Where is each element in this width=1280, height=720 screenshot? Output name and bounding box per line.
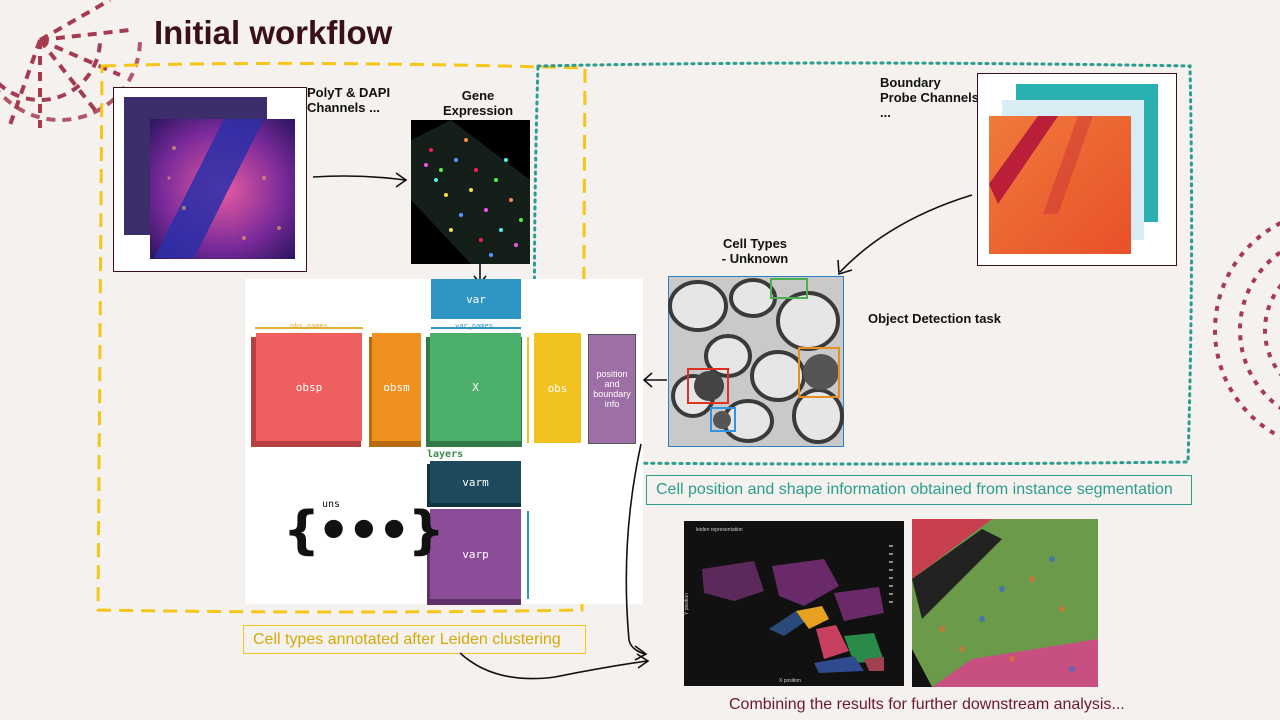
boundary-probe-image-frame [977, 73, 1177, 266]
leiden-plot-title: leiden representation [696, 527, 743, 533]
yellow-dashed-region [96, 61, 587, 614]
arrow-boundary-to-detection [837, 194, 973, 276]
anndata-diagram: var var_names obs_names obsp obsm X obs … [245, 279, 643, 605]
arrow-segmentation-to-results [625, 443, 648, 661]
varp-block: varp [430, 509, 521, 599]
gene-expression-image [411, 120, 530, 264]
uns-label: uns [322, 499, 341, 510]
arrow-leiden-to-results [459, 652, 650, 680]
obsm-block: obsm [372, 333, 421, 441]
gene-expression-label: Gene Expression [442, 88, 514, 118]
decorative-dotted-arc-right [1213, 221, 1280, 439]
var-names-vertical-rule [527, 511, 529, 599]
var-names-rule [431, 327, 521, 329]
obs-names-rule [255, 327, 363, 329]
boundary-probe-label: Boundary Probe Channels ... [880, 75, 979, 120]
var-block: var [431, 279, 521, 319]
object-detection-label: Object Detection task [868, 311, 1001, 326]
varm-block: varm [430, 461, 521, 503]
downstream-caption: Combining the results for further downst… [729, 696, 1125, 713]
leiden-caption: Cell types annotated after Leiden cluste… [243, 625, 586, 654]
boundary-probe-image [989, 84, 1158, 254]
arrow-detection-to-position [642, 372, 667, 388]
x-block: X [430, 333, 521, 441]
polyt-dapi-image-frame [113, 87, 307, 272]
leiden-plot-xlabel: X position [779, 678, 801, 684]
position-boundary-block: position and boundary info [588, 334, 636, 444]
cell-types-label: Cell Types - Unknown [700, 236, 810, 266]
object-detection-image [668, 276, 844, 447]
decorative-dotted-arc-top-left [0, 0, 142, 128]
cell-types-label-line2: - Unknown [721, 251, 789, 266]
slide-title: Initial workflow [154, 14, 393, 51]
uns-braces: {•••} [283, 501, 445, 561]
leiden-plot-ylabel: Y position [683, 593, 690, 615]
obs-names-label: obs_names [290, 322, 328, 330]
arrow-polyt-to-gene [312, 172, 408, 188]
layers-label: layers [427, 449, 464, 460]
segmentation-caption: Cell position and shape information obta… [646, 475, 1192, 505]
var-names-label: var_names [455, 322, 493, 330]
leiden-plot: leiden representation X position Y posit… [684, 521, 904, 686]
obsp-block: obsp [256, 333, 362, 441]
obs-block: obs [534, 333, 581, 443]
polyt-dapi-image [124, 97, 295, 259]
leiden-plot-clusters [702, 545, 893, 673]
cell-types-label-line1: Cell Types [722, 236, 788, 251]
spatial-cell-type-map [912, 519, 1098, 687]
polyt-dapi-label: PolyT & DAPI Channels ... [307, 85, 391, 115]
obs-rule [527, 337, 529, 443]
